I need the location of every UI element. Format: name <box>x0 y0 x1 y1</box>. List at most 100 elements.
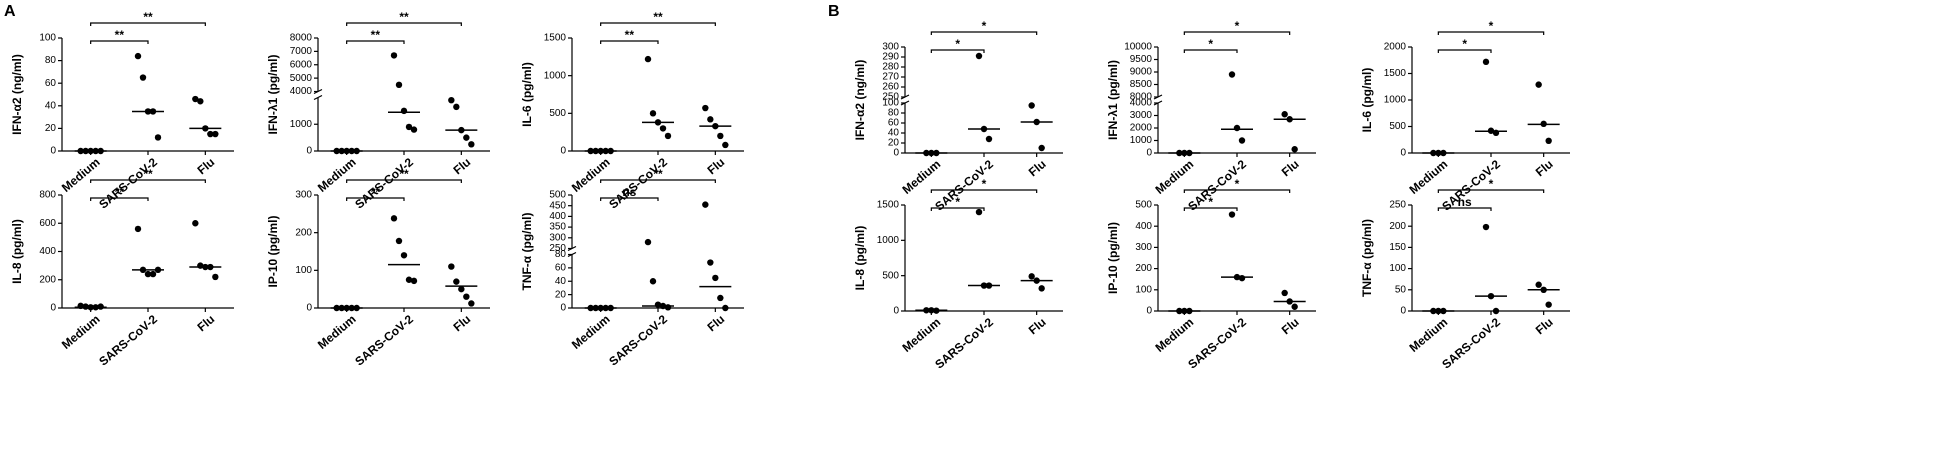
y-tick-label: 500 <box>1135 200 1152 211</box>
data-point <box>134 52 142 60</box>
y-tick-label: 400 <box>39 246 56 257</box>
data-point <box>1228 211 1236 218</box>
significance-label: * <box>1208 195 1213 209</box>
y-tick-label: 9500 <box>1130 54 1153 65</box>
y-axis-label: IL-6 (pg/ml) <box>520 62 534 127</box>
y-tick-label: 80 <box>555 249 567 260</box>
x-tick-label: Medium <box>59 312 103 352</box>
y-tick-label: 400 <box>1135 221 1152 232</box>
data-point <box>453 278 460 285</box>
significance-bracket <box>90 40 149 44</box>
y-tick-label: 20 <box>888 138 900 149</box>
data-point <box>410 126 418 133</box>
y-tick-label: 40 <box>888 128 900 139</box>
y-tick-label: 300 <box>1135 242 1152 253</box>
y-tick-label: 0 <box>50 146 56 157</box>
y-tick-label: 400 <box>549 211 566 222</box>
y-tick-label: 500 <box>549 108 566 119</box>
axis-break <box>313 94 323 101</box>
significance-label: ns <box>1458 195 1472 209</box>
y-tick-label: 80 <box>45 55 57 66</box>
y-tick-label: 1500 <box>544 33 567 44</box>
data-point <box>468 141 475 148</box>
data-point <box>207 130 214 138</box>
x-tick-label: Medium <box>315 312 359 352</box>
data-point <box>1492 307 1500 315</box>
y-tick-label: 200 <box>295 227 312 238</box>
significance-label: * <box>1235 19 1240 33</box>
data-point <box>1238 274 1246 282</box>
data-point <box>702 201 709 208</box>
y-tick-label: 0 <box>50 303 56 314</box>
data-point <box>707 116 714 123</box>
significance-label: ** <box>115 185 125 199</box>
y-tick-label: 20 <box>45 123 57 134</box>
x-tick-label: SARS-CoV-2 <box>606 155 670 212</box>
data-point <box>707 259 714 266</box>
data-point <box>1482 58 1490 66</box>
data-point <box>1281 289 1288 297</box>
panel-label: B <box>828 3 840 20</box>
significance-bracket <box>346 179 462 183</box>
x-tick-label: Flu <box>1026 157 1049 179</box>
data-point <box>712 274 719 282</box>
data-point <box>458 285 465 293</box>
y-tick-label: 2000 <box>1130 123 1153 134</box>
y-tick-label: 5000 <box>290 73 313 84</box>
data-point <box>717 294 724 302</box>
x-tick-label: Flu <box>1533 315 1556 337</box>
x-tick-label: Flu <box>195 155 218 177</box>
x-tick-label: Medium <box>900 315 944 355</box>
significance-bracket <box>1183 189 1291 193</box>
data-point <box>1238 137 1246 144</box>
significance-label: ** <box>399 167 409 181</box>
x-tick-label: Medium <box>1153 315 1197 355</box>
y-tick-label: 2000 <box>1384 42 1407 53</box>
significance-bracket <box>930 189 1038 193</box>
y-tick-label: 50 <box>1395 284 1407 295</box>
data-point <box>644 55 652 63</box>
y-tick-label: 0 <box>1146 148 1152 159</box>
data-point <box>1281 111 1288 118</box>
y-tick-label: 1000 <box>544 70 567 81</box>
x-tick-label: Medium <box>900 157 944 197</box>
y-tick-label: 8500 <box>1130 79 1153 90</box>
y-tick-label: 300 <box>882 42 899 53</box>
x-tick-label: Medium <box>1407 157 1451 197</box>
x-tick-label: SARS-CoV-2 <box>932 157 996 214</box>
x-tick-label: Flu <box>195 312 218 334</box>
data-point <box>1233 124 1241 132</box>
data-point <box>405 276 413 283</box>
significance-bracket <box>600 22 716 26</box>
significance-bracket <box>346 197 405 201</box>
panel-label: A <box>4 3 16 20</box>
data-point <box>1535 81 1542 88</box>
y-axis-label: IL-6 (pg/ml) <box>1360 68 1374 133</box>
significance-label: * <box>982 177 987 191</box>
x-tick-label: Medium <box>1407 315 1451 355</box>
x-tick-label: Medium <box>315 155 359 195</box>
data-point <box>212 130 219 138</box>
data-point <box>1228 71 1236 78</box>
y-tick-label: 300 <box>549 232 566 243</box>
data-point <box>649 278 657 285</box>
data-point <box>1482 223 1490 231</box>
x-tick-label: Flu <box>451 312 474 334</box>
significance-label: ** <box>143 167 153 181</box>
y-tick-label: 60 <box>555 263 567 274</box>
data-point <box>453 103 460 111</box>
significance-label: * <box>955 195 960 209</box>
y-axis-label: IL-8 (pg/ml) <box>10 219 24 284</box>
x-tick-label: Flu <box>705 155 728 177</box>
significance-bracket <box>1437 49 1492 53</box>
y-tick-label: 800 <box>39 190 56 201</box>
y-tick-label: 6000 <box>290 59 313 70</box>
data-point <box>400 107 408 115</box>
significance-bracket <box>930 207 985 211</box>
data-point <box>1038 285 1045 292</box>
y-tick-label: 250 <box>1389 200 1406 211</box>
y-tick-label: 500 <box>882 270 899 281</box>
data-point <box>664 132 672 140</box>
significance-label: ns <box>622 185 636 199</box>
y-tick-label: 350 <box>549 222 566 233</box>
